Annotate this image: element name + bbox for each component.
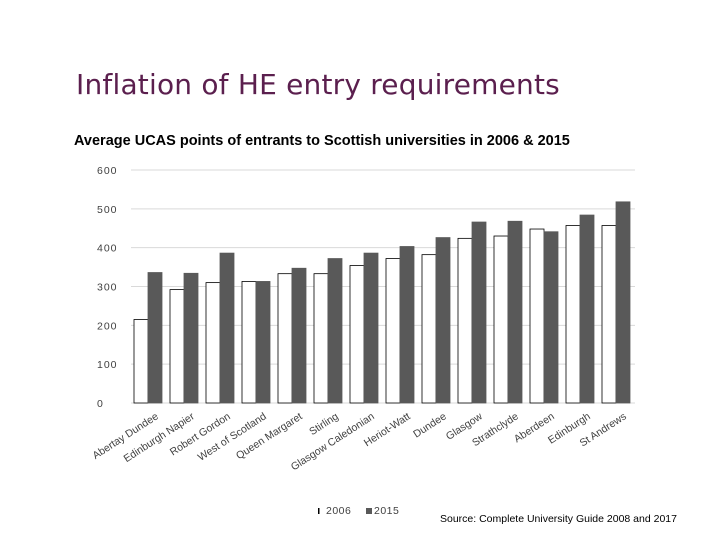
bar-2015	[147, 272, 163, 404]
bar-2015	[399, 246, 415, 404]
bar-2006	[493, 235, 509, 404]
legend-swatch-2006	[318, 508, 320, 514]
y-tick-label: 200	[97, 320, 118, 332]
bar-2015	[435, 237, 451, 404]
bar-2006	[169, 289, 185, 404]
bar-2006	[385, 258, 401, 404]
bar-2015	[471, 221, 487, 404]
bar-2015	[255, 281, 271, 404]
y-tick-label: 300	[97, 282, 118, 294]
legend-label-2015: 2015	[374, 505, 399, 517]
y-tick-label: 100	[97, 359, 118, 371]
bar-2015	[615, 201, 631, 404]
y-tick-label: 400	[97, 243, 118, 255]
y-tick-label: 0	[97, 398, 104, 410]
bar-2006	[565, 225, 581, 404]
bar-2015	[219, 252, 235, 404]
bar-2015	[327, 258, 343, 404]
y-tick-label: 500	[97, 204, 118, 216]
bar-2015	[183, 272, 199, 404]
y-axis-ticks: 0 100 200 300 400 500 600	[97, 165, 118, 410]
chart-title: Average UCAS points of entrants to Scott…	[74, 133, 570, 149]
bar-2006	[529, 228, 545, 404]
legend: 2006 2015	[318, 505, 399, 517]
bars	[133, 201, 631, 404]
bar-2015	[579, 214, 595, 404]
legend-swatch-2015	[366, 508, 372, 514]
bar-2006	[133, 319, 149, 404]
bar-2006	[277, 273, 293, 404]
bar-2015	[507, 220, 523, 404]
bar-2006	[457, 237, 473, 404]
bar-2015	[291, 267, 307, 404]
slide-title: Inflation of HE entry requirements	[76, 68, 560, 101]
bar-2006	[601, 225, 617, 404]
source-note: Source: Complete University Guide 2008 a…	[440, 513, 677, 525]
bar-2006	[421, 254, 437, 404]
bar-2015	[363, 252, 379, 404]
x-category-label: Queen Margaret	[234, 410, 305, 462]
legend-label-2006: 2006	[326, 505, 351, 517]
bar-2015	[543, 231, 559, 404]
x-category-label: Dundee	[411, 410, 449, 440]
bar-2006	[205, 282, 221, 404]
bar-2006	[241, 281, 257, 404]
bar-2006	[313, 273, 329, 404]
y-tick-label: 600	[97, 165, 118, 177]
bar-2006	[349, 265, 365, 404]
